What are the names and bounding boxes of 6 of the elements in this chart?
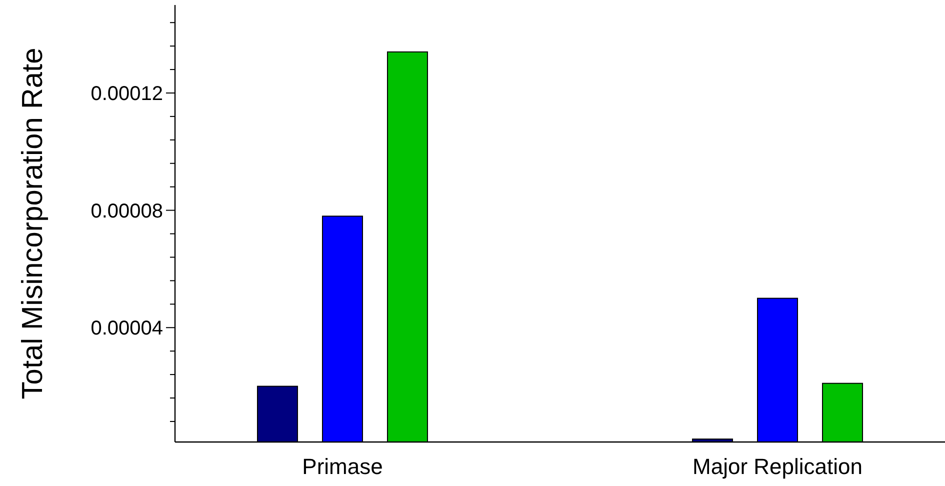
- y-tick-label: 0.00008: [90, 200, 163, 222]
- y-tick-label: 0.00004: [90, 318, 163, 340]
- y-tick-label: 0.00012: [90, 82, 163, 105]
- x-tick-label: Major Replication: [692, 454, 862, 479]
- y-axis-title: Total Misincorporation Rate: [17, 48, 49, 400]
- x-tick-label: Primase: [302, 454, 383, 479]
